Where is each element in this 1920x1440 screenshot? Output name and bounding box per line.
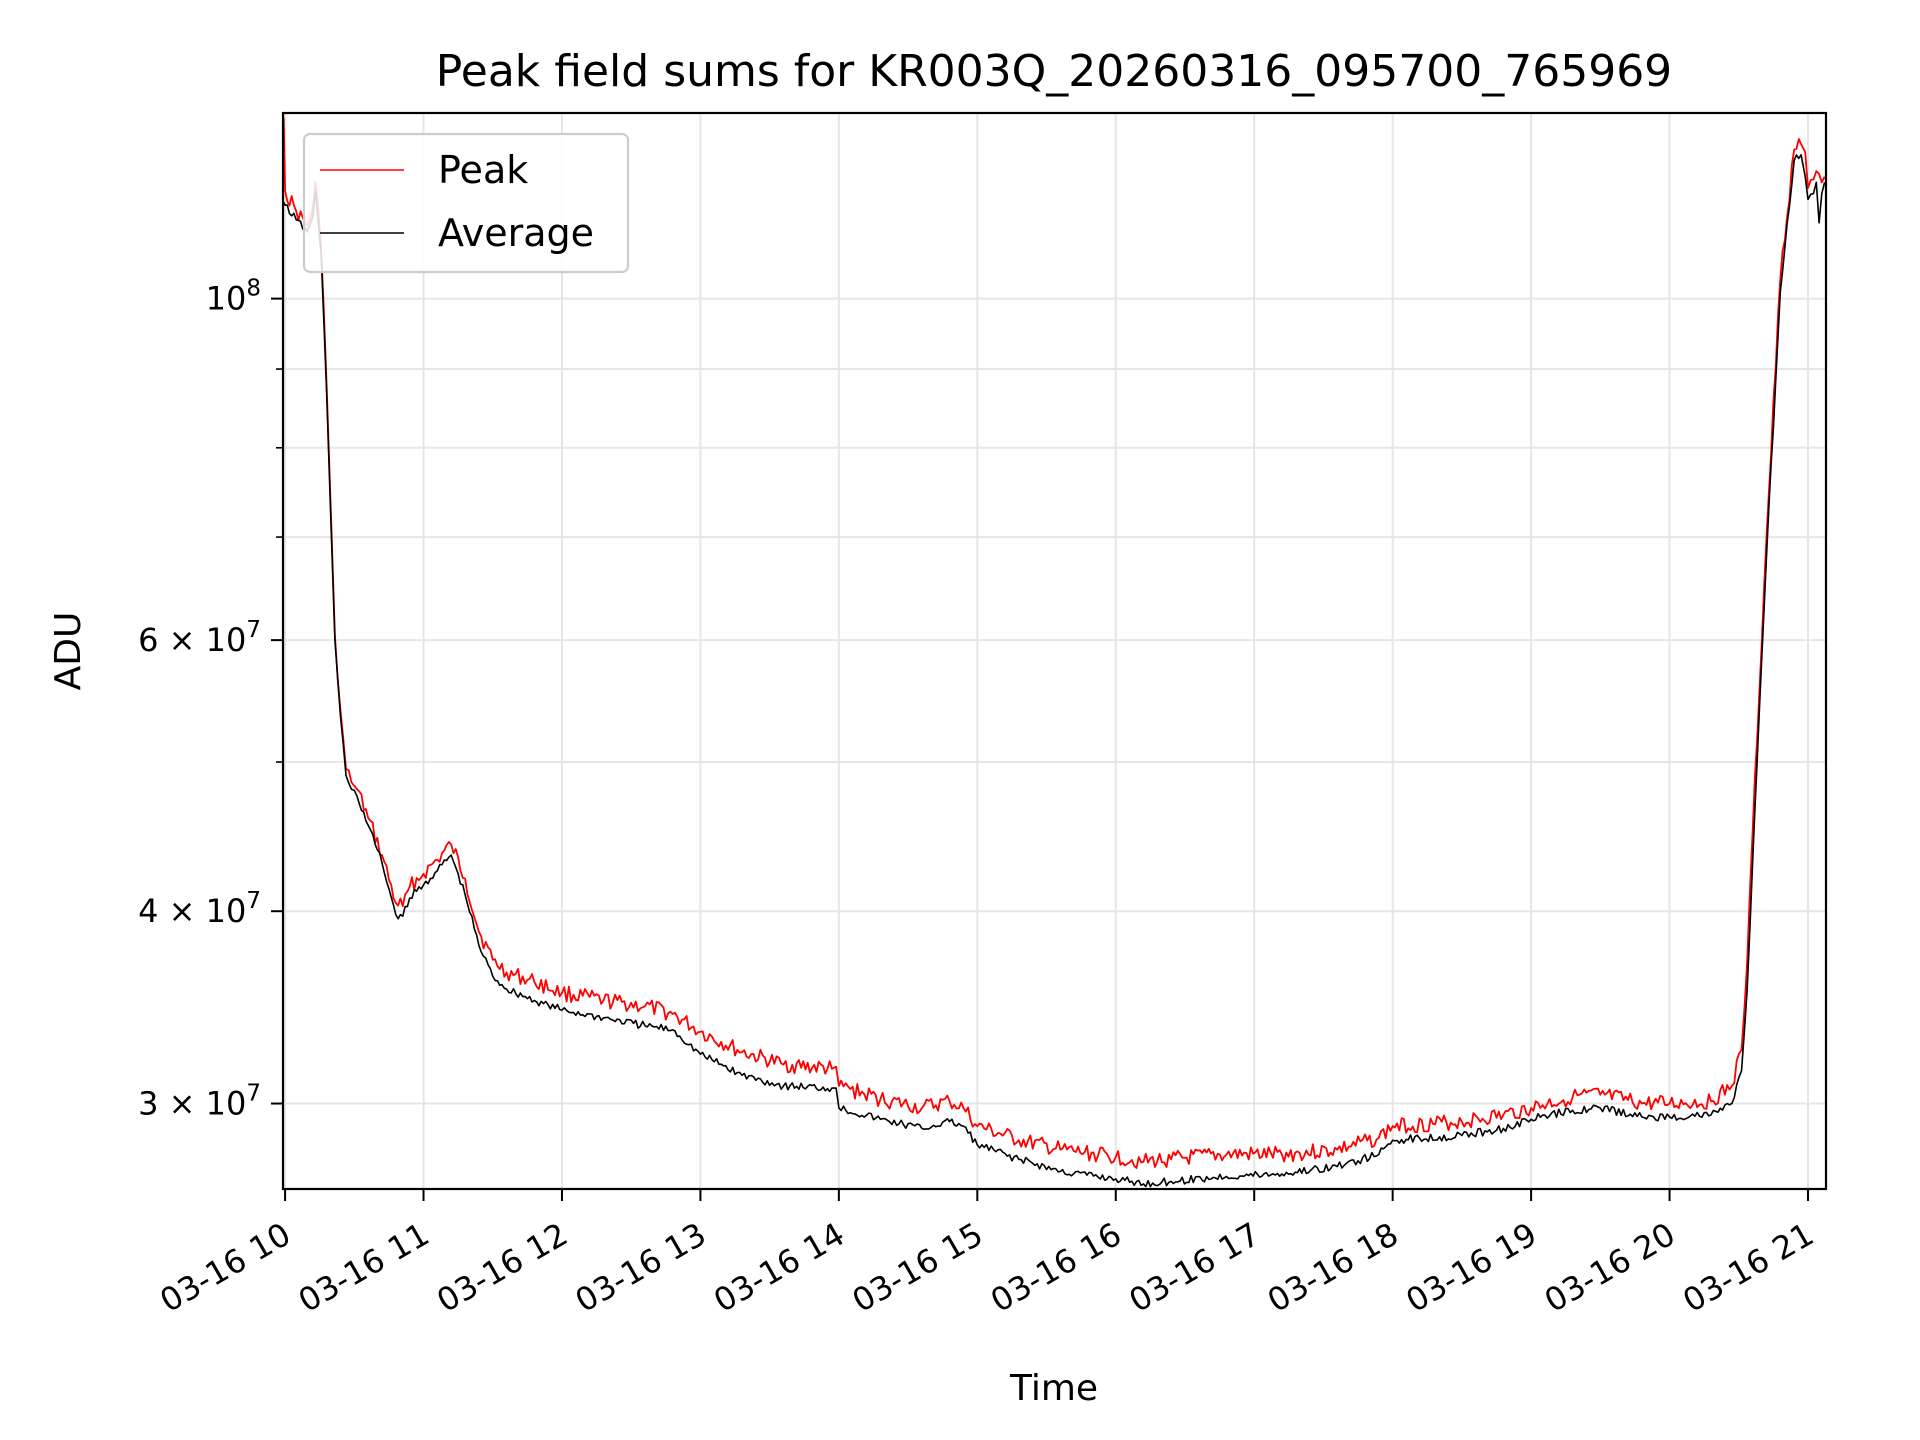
- x-axis-title: Time: [1009, 1368, 1098, 1409]
- y-axis-title: ADU: [48, 612, 89, 691]
- plot-area-frame: [281, 111, 1828, 1191]
- series-line-peak: [282, 118, 1826, 1169]
- chart-title: Peak field sums for KR003Q_20260316_0957…: [436, 46, 1672, 97]
- series-line-average: [282, 154, 1826, 1188]
- series-lines: [282, 118, 1826, 1188]
- y-tick-label: 3 × 107: [138, 1081, 261, 1123]
- y-tick-label: 108: [206, 276, 261, 318]
- legend-box: [302, 132, 630, 274]
- y-tick-label: 6 × 107: [138, 617, 261, 659]
- legend-label-peak: Peak: [438, 148, 528, 192]
- legend: Peak Average: [302, 132, 630, 274]
- y-tick-label: 4 × 107: [138, 888, 261, 930]
- legend-label-average: Average: [438, 211, 594, 255]
